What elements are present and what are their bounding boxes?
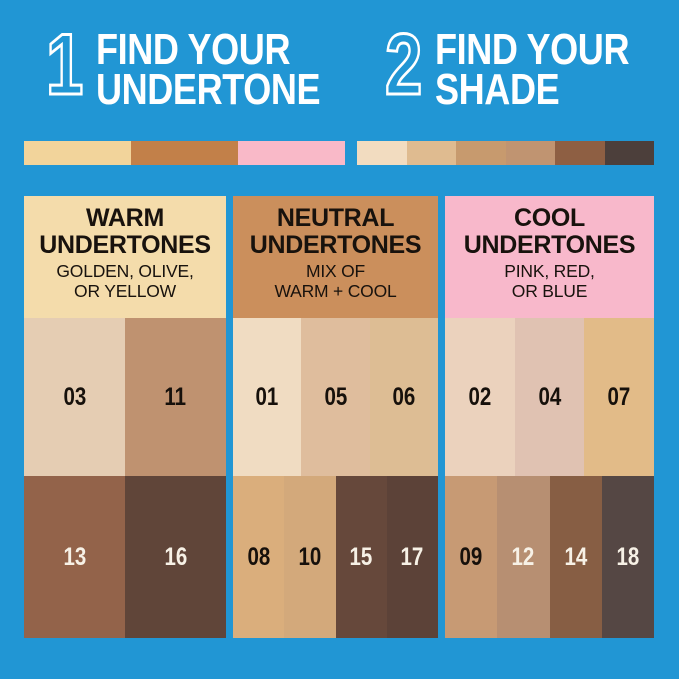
shade-label-05: 05 <box>324 382 347 411</box>
shade-row-light-cool: 02 04 07 <box>445 318 655 476</box>
shade-cell-09[interactable]: 09 <box>445 476 498 638</box>
shade-cell-01[interactable]: 01 <box>233 318 302 476</box>
step-1-heading: 1 FIND YOUR UNDERTONE <box>45 17 369 115</box>
shade-label-15: 15 <box>349 542 373 571</box>
shade-cell-14[interactable]: 14 <box>549 476 602 638</box>
column-subtitle-line-2-warm: OR YELLOW <box>74 280 176 301</box>
shade-cell-02[interactable]: 02 <box>445 318 515 476</box>
shade-label-12: 12 <box>511 542 535 571</box>
undertone-swatch-3 <box>238 141 345 165</box>
step-1-line-1: FIND YOUR <box>95 25 291 74</box>
step-1-line-2: UNDERTONE <box>95 65 321 115</box>
step-2-line-2: SHADE <box>434 65 560 115</box>
column-subtitle-line-1-warm: GOLDEN, OLIVE, <box>56 261 194 281</box>
shade-label-09: 09 <box>459 542 483 571</box>
shade-row-light-neutral: 01 05 06 <box>233 318 438 476</box>
column-subtitle-line-2-cool: OR BLUE <box>511 280 588 301</box>
shade-cell-12[interactable]: 12 <box>497 476 550 638</box>
column-title-line-2-neutral: UNDERTONES <box>249 230 422 259</box>
shade-cell-08[interactable]: 08 <box>233 476 285 638</box>
shade-chart: WARM UNDERTONES GOLDEN, OLIVE, OR YELLOW 03 1… <box>24 196 655 638</box>
shade-row-dark-warm: 13 16 <box>24 476 226 638</box>
step-2-number: 2 <box>384 17 424 113</box>
column-subtitle-line-2-neutral: WARM + COOL <box>274 280 397 301</box>
shade-swatch-2 <box>406 141 456 165</box>
shade-swatch-1 <box>357 141 407 165</box>
column-cool: COOL UNDERTONES PINK, RED, OR BLUE 02 04 07 09 1… <box>445 196 655 638</box>
shade-swatch-4 <box>505 141 555 165</box>
shade-cell-07[interactable]: 07 <box>584 318 655 476</box>
undertone-swatch-1 <box>24 141 131 165</box>
undertone-swatch-2 <box>131 141 238 165</box>
shade-label-10: 10 <box>298 542 322 571</box>
shade-label-13: 13 <box>63 542 86 571</box>
shade-swatch-bar <box>357 141 654 165</box>
shade-cell-04[interactable]: 04 <box>514 318 585 476</box>
shade-label-04: 04 <box>538 382 561 411</box>
step-2-line-1: FIND YOUR <box>434 25 630 74</box>
shade-cell-03[interactable]: 03 <box>24 318 125 476</box>
shade-label-14: 14 <box>564 542 588 571</box>
headers-region: 1 FIND YOUR UNDERTONE 2 FIND YOUR SHADE <box>0 0 679 170</box>
shade-cell-06[interactable]: 06 <box>369 318 438 476</box>
column-title-line-1-warm: WARM <box>86 204 164 232</box>
column-header-warm: WARM UNDERTONES GOLDEN, OLIVE, OR YELLOW <box>24 196 226 318</box>
shade-label-06: 06 <box>392 382 416 411</box>
column-title-line-2-cool: UNDERTONES <box>463 230 636 259</box>
step-1-text: FIND YOUR UNDERTONE <box>95 25 369 115</box>
shade-label-08: 08 <box>247 542 271 571</box>
column-header-cool: COOL UNDERTONES PINK, RED, OR BLUE <box>445 196 654 318</box>
shade-row-dark-cool: 09 12 14 18 <box>445 476 654 638</box>
column-neutral: NEUTRAL UNDERTONES MIX OF WARM + COOL 01 05 06… <box>233 196 438 638</box>
column-warm: WARM UNDERTONES GOLDEN, OLIVE, OR YELLOW 03 1… <box>24 196 226 638</box>
step-1-number: 1 <box>45 17 85 113</box>
undertone-swatch-bar <box>24 141 345 165</box>
column-title-line-1-neutral: NEUTRAL <box>276 204 395 232</box>
shade-cell-18[interactable]: 18 <box>601 476 654 638</box>
shade-cell-13[interactable]: 13 <box>24 476 125 638</box>
step-2-text: FIND YOUR SHADE <box>434 25 672 115</box>
shade-cell-05[interactable]: 05 <box>301 318 370 476</box>
column-title-line-1-cool: COOL <box>513 204 586 232</box>
shade-cell-16[interactable]: 16 <box>125 476 226 638</box>
column-subtitle-line-1-cool: PINK, RED, <box>504 261 595 281</box>
shade-label-17: 17 <box>400 542 424 571</box>
shade-cell-10[interactable]: 10 <box>284 476 336 638</box>
shade-swatch-6 <box>604 141 654 165</box>
shade-label-11: 11 <box>164 382 187 411</box>
shade-label-02: 02 <box>468 382 492 411</box>
shade-cell-11[interactable]: 11 <box>125 318 226 476</box>
shade-label-07: 07 <box>607 382 631 411</box>
column-title-line-2-warm: UNDERTONES <box>39 230 211 259</box>
step-2-heading: 2 FIND YOUR SHADE <box>384 17 672 115</box>
shade-row-light-warm: 03 11 <box>24 318 226 476</box>
shade-swatch-3 <box>456 141 506 165</box>
shade-cell-15[interactable]: 15 <box>335 476 387 638</box>
shade-label-18: 18 <box>616 542 640 571</box>
shade-label-03: 03 <box>63 382 86 411</box>
shade-swatch-5 <box>555 141 605 165</box>
shade-label-01: 01 <box>255 382 279 411</box>
shade-label-16: 16 <box>164 542 187 571</box>
column-subtitle-line-1-neutral: MIX OF <box>305 261 366 281</box>
column-header-neutral: NEUTRAL UNDERTONES MIX OF WARM + COOL <box>233 196 438 318</box>
shade-row-dark-neutral: 08 10 15 17 <box>233 476 438 638</box>
shade-cell-17[interactable]: 17 <box>386 476 438 638</box>
